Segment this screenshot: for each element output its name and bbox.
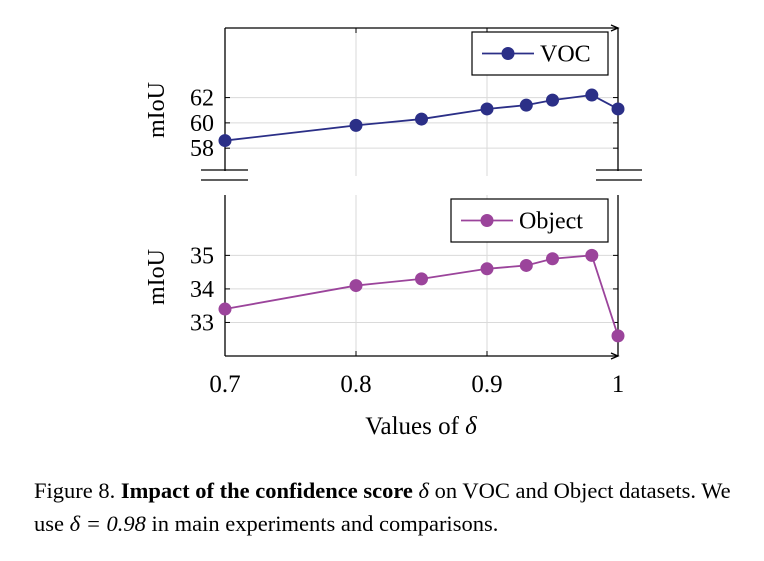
x-axis-label-symbol: δ [465, 413, 477, 440]
caption-suffix: in main experiments and comparisons. [145, 511, 499, 536]
xtick-label-1: 0.8 [340, 371, 371, 398]
figure-caption: Figure 8. Impact of the confidence score… [34, 474, 754, 540]
legend-marker-1 [480, 214, 494, 227]
legend-label-1: Object [519, 209, 583, 235]
legend-label-0: VOC [540, 42, 591, 68]
axis-labels: mIoU mIoU Values of δ [144, 82, 477, 440]
data-point-voc-4 [519, 98, 533, 112]
data-point-object-7 [611, 329, 625, 343]
ytick-label-1-2: 35 [190, 243, 214, 269]
ytick-label-0-2: 62 [190, 86, 214, 112]
ytick-label-1-0: 33 [190, 310, 214, 336]
object-ylabel: mIoU [144, 249, 170, 305]
data-point-voc-0 [218, 134, 232, 148]
data-point-voc-6 [585, 88, 599, 102]
xtick-label-0: 0.7 [209, 371, 240, 398]
legend-marker-0 [501, 47, 515, 60]
x-axis-label-text: Values of [365, 413, 465, 440]
data-point-object-0 [218, 302, 232, 316]
data-point-object-3 [480, 262, 494, 276]
ytick-label-0-0: 58 [190, 136, 214, 162]
data-point-voc-1 [349, 118, 363, 132]
data-point-object-1 [349, 279, 363, 293]
data-point-voc-5 [546, 93, 559, 107]
top-axis-arrow [610, 24, 620, 32]
caption-text: on VOC and Object datasets. We use [34, 478, 731, 536]
caption-prefix: Figure 8. [34, 478, 116, 503]
series-line-voc [224, 94, 619, 142]
x-axis-arrow [610, 352, 620, 360]
ytick-label-0-1: 60 [190, 111, 214, 137]
data-point-object-6 [585, 248, 599, 262]
axis-break-mask-0 [201, 171, 248, 191]
xtick-label-2: 0.9 [471, 371, 502, 398]
data-point-voc-3 [480, 102, 494, 116]
grid-lines [224, 28, 619, 356]
caption-symbol: δ [418, 478, 429, 503]
data-point-voc-7 [611, 102, 625, 116]
data-series [218, 88, 625, 343]
axis-break-mask-1 [596, 171, 642, 191]
ytick-label-1-1: 34 [190, 277, 214, 303]
series-line-object [224, 254, 619, 337]
data-point-object-2 [415, 272, 428, 286]
voc-ylabel: mIoU [144, 82, 170, 138]
data-point-voc-2 [415, 112, 428, 126]
data-point-object-5 [546, 252, 559, 266]
caption-equation: δ = 0.98 [69, 511, 146, 536]
legends: VOC Object [450, 31, 609, 243]
caption-bold: Impact of the confidence score [120, 478, 413, 503]
xtick-label-3: 1 [612, 371, 625, 398]
x-axis-label: Values of δ [365, 413, 477, 440]
data-point-object-4 [519, 258, 533, 272]
